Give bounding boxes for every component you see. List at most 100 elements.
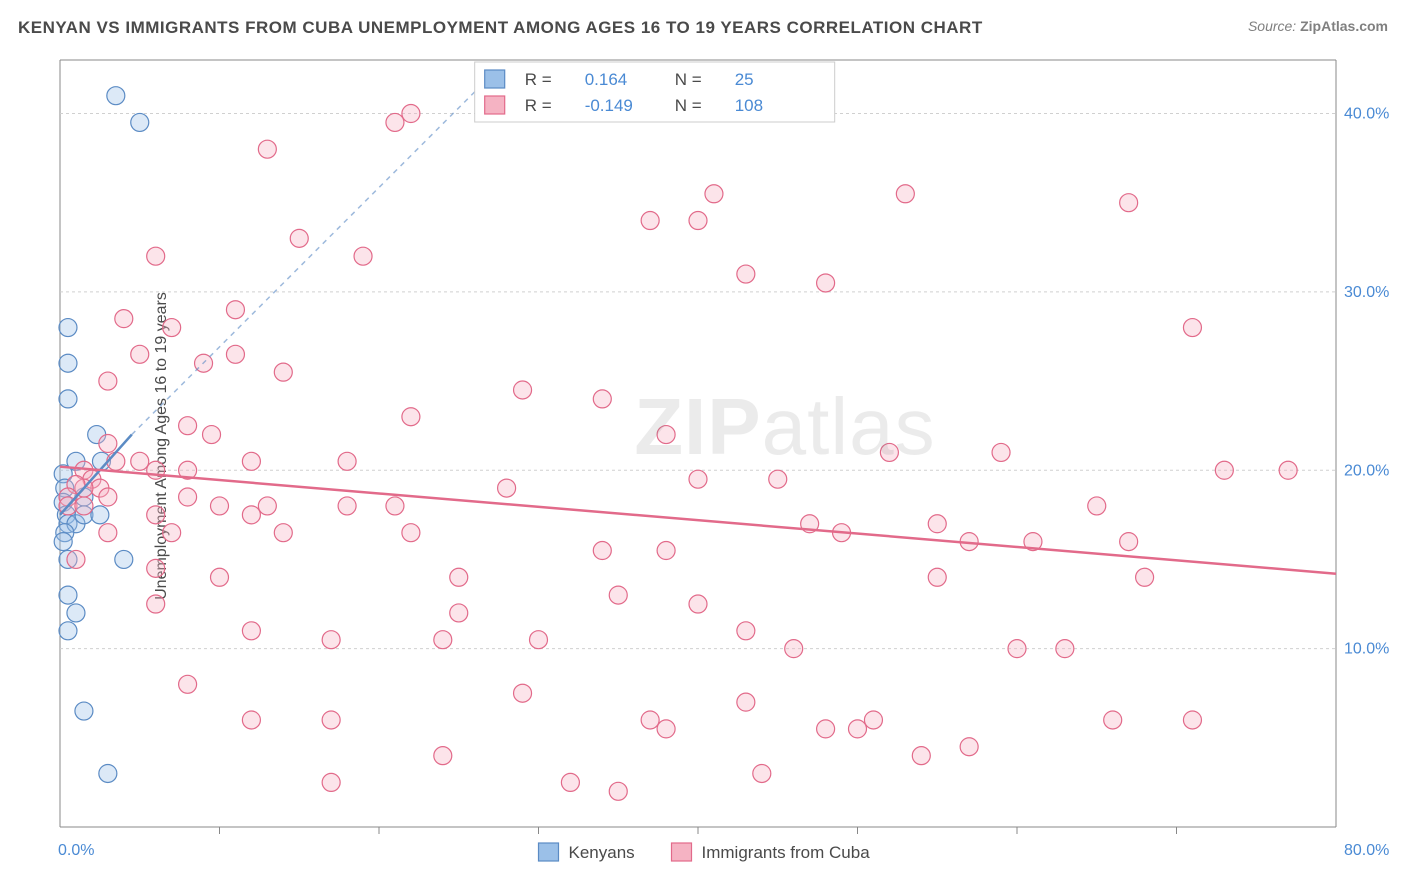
data-point	[849, 720, 867, 738]
data-point	[1183, 711, 1201, 729]
data-point	[402, 408, 420, 426]
data-point	[1088, 497, 1106, 515]
data-point	[450, 568, 468, 586]
data-point	[1120, 194, 1138, 212]
data-point	[1104, 711, 1122, 729]
data-point	[498, 479, 516, 497]
data-point	[59, 390, 77, 408]
data-point	[609, 586, 627, 604]
data-point	[880, 443, 898, 461]
data-point	[242, 622, 260, 640]
data-point	[67, 604, 85, 622]
data-point	[689, 595, 707, 613]
x-end-label: 80.0%	[1344, 842, 1389, 859]
data-point	[290, 229, 308, 247]
data-point	[59, 319, 77, 337]
data-point	[75, 702, 93, 720]
data-point	[211, 568, 229, 586]
data-point	[609, 782, 627, 800]
data-point	[386, 497, 404, 515]
data-point	[817, 720, 835, 738]
legend-r-value: 0.164	[585, 70, 628, 89]
data-point	[99, 435, 117, 453]
data-point	[274, 524, 292, 542]
data-point	[434, 631, 452, 649]
data-point	[99, 524, 117, 542]
data-point	[896, 185, 914, 203]
data-point	[75, 497, 93, 515]
data-point	[147, 506, 165, 524]
data-point	[163, 319, 181, 337]
data-point	[928, 568, 946, 586]
data-point	[99, 488, 117, 506]
data-point	[593, 390, 611, 408]
legend-swatch	[485, 70, 505, 88]
data-point	[179, 675, 197, 693]
data-point	[274, 363, 292, 381]
data-point	[689, 212, 707, 230]
legend-n-value: 108	[735, 96, 763, 115]
data-point	[115, 550, 133, 568]
data-point	[147, 461, 165, 479]
data-point	[1279, 461, 1297, 479]
data-point	[163, 524, 181, 542]
data-point	[147, 559, 165, 577]
y-tick-label: 20.0%	[1344, 462, 1389, 479]
legend-swatch	[672, 843, 692, 861]
legend-r-label: R =	[525, 96, 552, 115]
source-credit: Source: ZipAtlas.com	[1248, 18, 1388, 34]
data-point	[769, 470, 787, 488]
data-point	[402, 524, 420, 542]
y-tick-label: 10.0%	[1344, 641, 1389, 658]
data-point	[131, 345, 149, 363]
data-point	[131, 452, 149, 470]
data-point	[67, 550, 85, 568]
legend-swatch	[539, 843, 559, 861]
data-point	[59, 622, 77, 640]
legend-r-value: -0.149	[585, 96, 633, 115]
data-point	[912, 747, 930, 765]
data-point	[99, 372, 117, 390]
data-point	[131, 113, 149, 131]
page-title: KENYAN VS IMMIGRANTS FROM CUBA UNEMPLOYM…	[18, 18, 983, 38]
data-point	[226, 345, 244, 363]
data-point	[641, 711, 659, 729]
data-point	[514, 684, 532, 702]
data-point	[817, 274, 835, 292]
data-point	[386, 113, 404, 131]
data-point	[689, 470, 707, 488]
data-point	[530, 631, 548, 649]
legend-swatch	[485, 96, 505, 114]
data-point	[737, 622, 755, 640]
x-origin-label: 0.0%	[58, 842, 94, 859]
data-point	[593, 542, 611, 560]
legend-series-label: Immigrants from Cuba	[702, 843, 871, 862]
data-point	[450, 604, 468, 622]
data-point	[179, 417, 197, 435]
data-point	[992, 443, 1010, 461]
y-tick-label: 40.0%	[1344, 106, 1389, 123]
legend-series-label: Kenyans	[569, 843, 635, 862]
legend-n-value: 25	[735, 70, 754, 89]
data-point	[226, 301, 244, 319]
data-point	[107, 87, 125, 105]
data-point	[641, 212, 659, 230]
data-point	[203, 426, 221, 444]
data-point	[354, 247, 372, 265]
data-point	[59, 354, 77, 372]
data-point	[737, 265, 755, 283]
data-point	[147, 247, 165, 265]
data-point	[147, 595, 165, 613]
data-point	[322, 711, 340, 729]
data-point	[402, 105, 420, 123]
data-point	[434, 747, 452, 765]
data-point	[99, 764, 117, 782]
data-point	[657, 720, 675, 738]
data-point	[1136, 568, 1154, 586]
data-point	[753, 764, 771, 782]
data-point	[338, 497, 356, 515]
data-point	[91, 506, 109, 524]
data-point	[242, 711, 260, 729]
correlation-chart: 10.0%20.0%30.0%40.0%0.0%80.0%R =0.164N =…	[50, 50, 1396, 882]
data-point	[258, 497, 276, 515]
